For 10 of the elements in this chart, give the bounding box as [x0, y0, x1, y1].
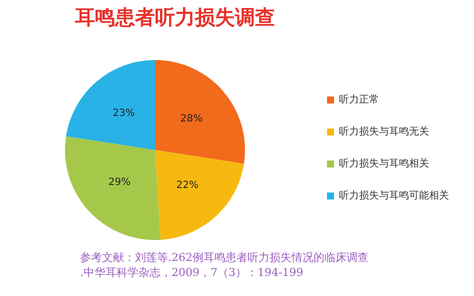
data-label: 28%: [180, 113, 203, 124]
data-label: 29%: [108, 176, 131, 188]
text: 参考文献：刘莲等.262例耳鸣患者听力损失情况的临床调查.中华耳科学杂志，2009，7（3）：194-199: [80, 251, 368, 279]
legend-label: 听力损失与耳鸣相关: [339, 158, 429, 170]
chart-title: 耳鸣患者听力损失调查: [74, 5, 275, 29]
data-label: 22%: [176, 180, 198, 191]
legend-label: 听力正常: [339, 94, 379, 106]
data-label: 23%: [112, 108, 135, 120]
legend-label: 听力损失与耳鸣可能相关: [339, 190, 449, 202]
legend-label: 听力损失与耳鸣无关: [339, 126, 429, 138]
